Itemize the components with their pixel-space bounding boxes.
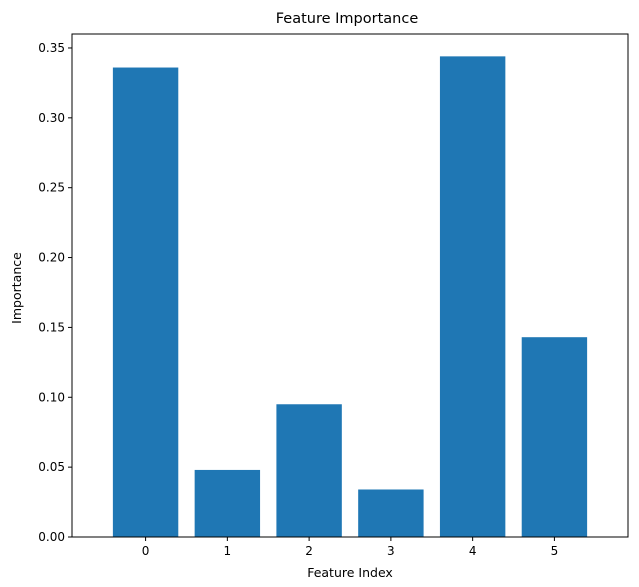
x-tick-label: 0	[142, 544, 150, 558]
bar-feature-5	[521, 337, 588, 537]
y-tick-label: 0.30	[38, 111, 65, 125]
x-tick-label: 3	[387, 544, 395, 558]
bar-feature-3	[358, 489, 424, 537]
x-tick-label: 1	[224, 544, 232, 558]
y-tick-label: 0.25	[38, 181, 65, 195]
bar-feature-1	[194, 469, 261, 537]
bar-feature-4	[439, 56, 506, 538]
y-tick-label: 0.35	[38, 41, 65, 55]
x-axis: 0 1 2 3 4 5	[142, 537, 558, 558]
bar-feature-2	[276, 404, 342, 537]
y-tick-label: 0.15	[38, 320, 65, 334]
x-tick-label: 2	[305, 544, 313, 558]
plot-frame	[71, 33, 629, 538]
y-axis-label: Importance	[9, 252, 24, 324]
y-tick-label: 0.20	[38, 251, 65, 265]
bar-feature-0	[112, 67, 179, 537]
x-tick-label: 5	[551, 544, 559, 558]
x-axis-label: Feature Index	[307, 565, 393, 580]
y-tick-label: 0.10	[38, 390, 65, 404]
y-tick-label: 0.00	[38, 530, 65, 544]
bars-group	[112, 56, 588, 538]
y-axis: 0.00 0.05 0.10 0.15 0.20 0.25 0.30 0.35	[38, 41, 72, 544]
y-tick-label: 0.05	[38, 460, 65, 474]
x-tick-label: 4	[469, 544, 477, 558]
chart-title: Feature Importance	[276, 11, 419, 27]
